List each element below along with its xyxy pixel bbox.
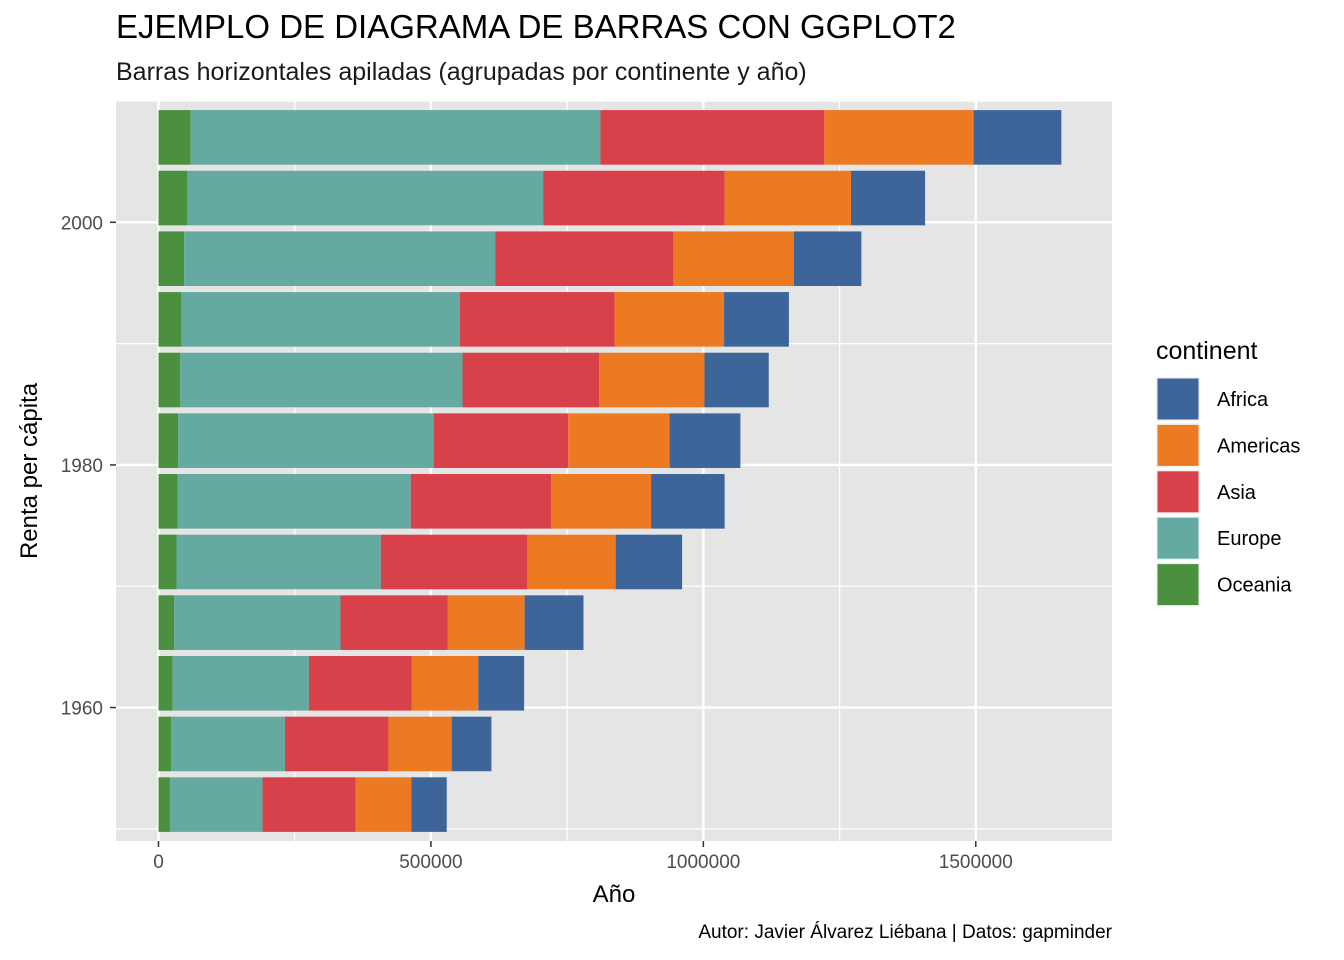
- x-tick-label: 1500000: [939, 852, 1013, 873]
- legend: continent Africa Americas Asia Europe Oceani…: [1156, 337, 1300, 607]
- legend-title: continent: [1156, 337, 1258, 365]
- bar-africa-1967: [524, 595, 584, 650]
- x-axis: 0 500000 1000000 1500000: [153, 841, 1013, 873]
- bar-europe-1967: [174, 595, 341, 650]
- bar-africa-2007: [973, 110, 1062, 165]
- bar-oceania-1967: [158, 595, 175, 650]
- bar-asia-1957: [284, 716, 389, 772]
- bar-africa-1982: [669, 413, 741, 468]
- legend-label-africa: Africa: [1217, 389, 1269, 411]
- bar-europe-1982: [178, 413, 434, 468]
- bar-americas-1952: [355, 777, 412, 832]
- legend-swatch-asia: [1157, 471, 1199, 513]
- y-axis-title: Renta per cápita: [16, 382, 43, 559]
- bar-asia-2007: [600, 110, 825, 165]
- bar-asia-1987: [462, 352, 600, 408]
- bar-americas-1962: [411, 656, 479, 711]
- bar-africa-2002: [851, 170, 926, 226]
- bar-asia-1952: [262, 777, 356, 832]
- x-tick-label: 0: [153, 852, 164, 873]
- bar-asia-1967: [340, 595, 448, 650]
- chart-subtitle: Barras horizontales apiladas (agrupadas …: [116, 58, 807, 86]
- bar-europe-1952: [169, 777, 263, 832]
- bar-asia-2002: [543, 170, 725, 226]
- bar-europe-1957: [171, 716, 285, 772]
- bar-oceania-1962: [158, 656, 173, 711]
- y-axis: 1960 1980 2000: [61, 213, 116, 720]
- bar-europe-1972: [176, 534, 381, 590]
- x-tick-label: 500000: [399, 852, 462, 873]
- bar-oceania-2007: [158, 110, 191, 165]
- y-tick-label: 2000: [61, 213, 103, 234]
- bar-americas-1987: [599, 352, 705, 408]
- bar-americas-1992: [614, 292, 725, 347]
- bar-asia-1982: [433, 413, 569, 468]
- bar-oceania-1992: [158, 292, 182, 347]
- bar-americas-1982: [568, 413, 670, 468]
- bar-europe-1987: [180, 352, 463, 408]
- bar-europe-1962: [172, 656, 309, 711]
- bar-europe-2002: [187, 170, 544, 226]
- legend-swatch-oceania: [1157, 564, 1199, 606]
- bar-asia-1962: [308, 656, 412, 711]
- bar-oceania-1987: [158, 352, 181, 408]
- bar-africa-1987: [704, 352, 769, 408]
- x-axis-title: Año: [593, 881, 636, 908]
- bar-americas-1997: [673, 231, 794, 286]
- y-tick-label: 1960: [61, 699, 103, 720]
- bar-oceania-1982: [158, 413, 179, 468]
- bar-americas-2007: [824, 110, 974, 165]
- bar-oceania-1972: [158, 534, 177, 590]
- x-tick-label: 1000000: [666, 852, 740, 873]
- bar-americas-2002: [724, 170, 852, 226]
- bar-oceania-1957: [158, 716, 172, 772]
- bar-africa-1972: [615, 534, 683, 590]
- bar-oceania-1952: [158, 777, 170, 832]
- bar-africa-1992: [724, 292, 789, 347]
- chart-caption: Autor: Javier Álvarez Liébana | Datos: g…: [698, 922, 1112, 943]
- bar-asia-1997: [495, 231, 674, 286]
- bar-asia-1977: [410, 474, 552, 529]
- bars-group: [158, 110, 1062, 832]
- legend-label-europe: Europe: [1217, 528, 1282, 550]
- legend-label-oceania: Oceania: [1217, 575, 1292, 597]
- bar-africa-1962: [478, 656, 525, 711]
- chart-title: EJEMPLO DE DIAGRAMA DE BARRAS CON GGPLOT…: [116, 8, 956, 45]
- bar-europe-2007: [190, 110, 601, 165]
- bar-americas-1977: [551, 474, 652, 529]
- legend-label-asia: Asia: [1217, 482, 1257, 504]
- bar-europe-1992: [181, 292, 460, 347]
- legend-swatch-americas: [1157, 424, 1199, 466]
- bar-africa-1957: [451, 716, 492, 772]
- bar-americas-1957: [388, 716, 452, 772]
- legend-label-americas: Americas: [1217, 435, 1300, 457]
- bar-europe-1977: [177, 474, 411, 529]
- bar-americas-1972: [527, 534, 616, 590]
- bar-africa-1997: [793, 231, 862, 286]
- bar-africa-1977: [651, 474, 725, 529]
- legend-swatch-europe: [1157, 517, 1199, 559]
- bar-asia-1972: [380, 534, 528, 590]
- bar-oceania-2002: [158, 170, 188, 226]
- bar-europe-1997: [184, 231, 496, 286]
- legend-swatch-africa: [1157, 378, 1199, 420]
- bar-oceania-1997: [158, 231, 185, 286]
- y-tick-label: 1980: [61, 456, 103, 477]
- bar-oceania-1977: [158, 474, 178, 529]
- bar-asia-1992: [459, 292, 615, 347]
- bar-americas-1967: [447, 595, 525, 650]
- bar-africa-1952: [411, 777, 447, 832]
